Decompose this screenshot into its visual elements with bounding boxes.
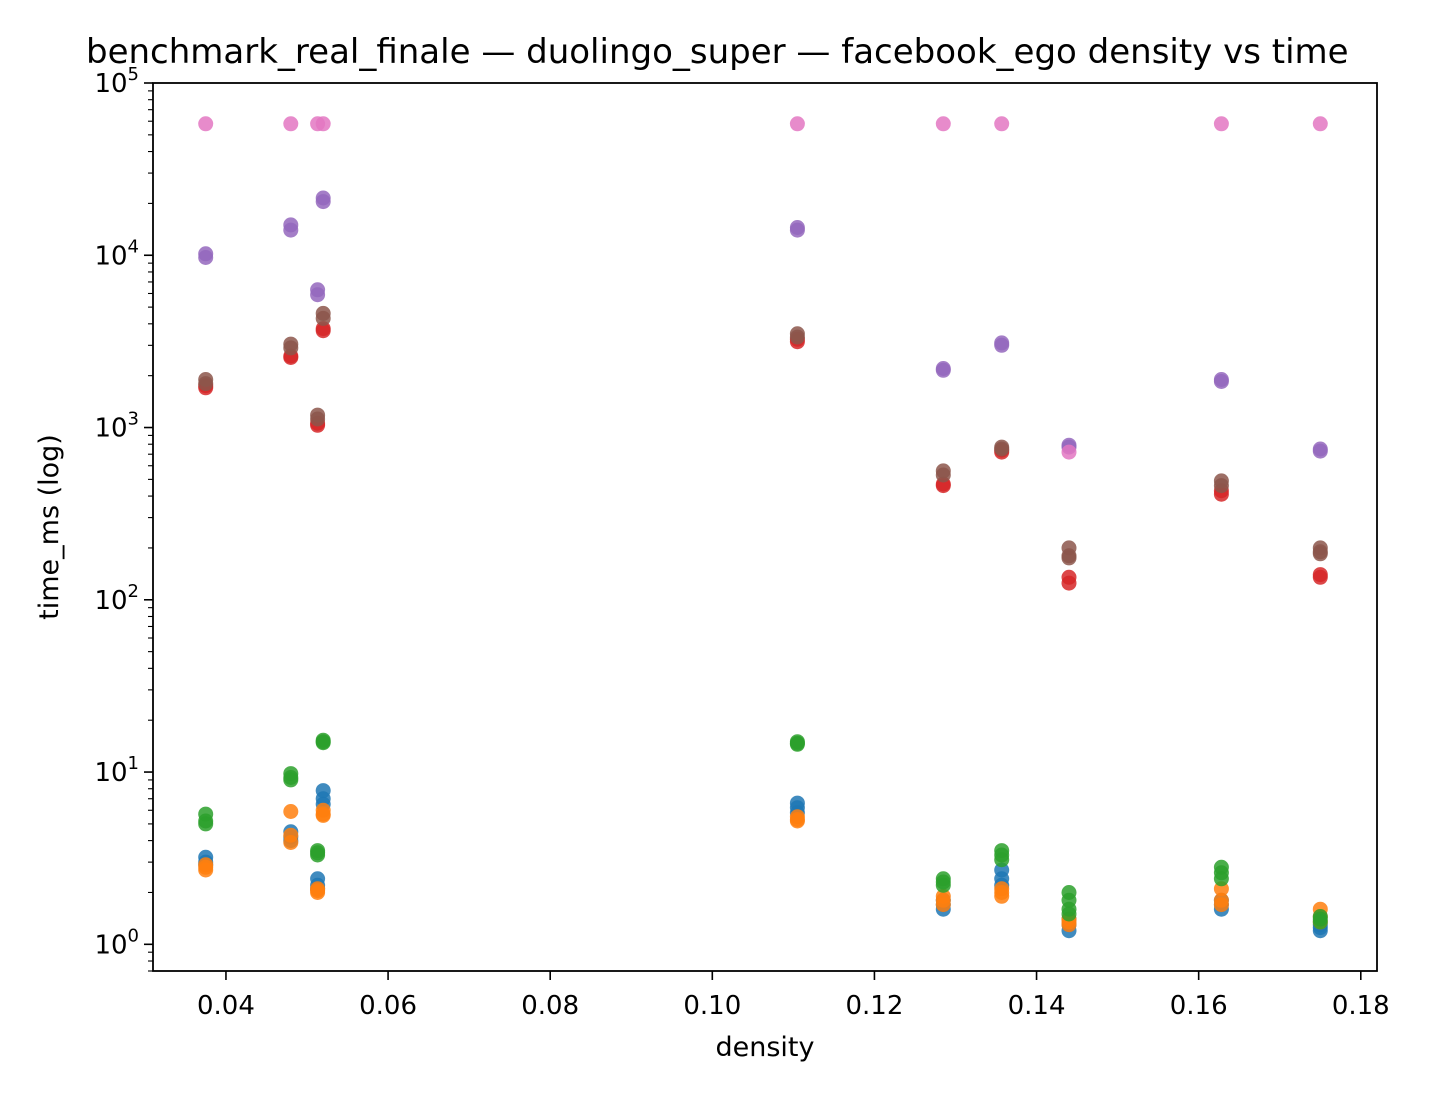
x-tick-label: 0.12 [845,991,903,1021]
data-point [935,467,951,483]
data-point [310,411,326,427]
data-point [1213,871,1229,887]
data-point [1213,374,1229,389]
data-point [935,362,951,378]
data-point [315,310,331,326]
x-tick-label: 0.06 [359,991,417,1021]
y-tick-label: 105 [94,64,139,99]
x-tick-label: 0.18 [1332,991,1390,1021]
x-tick-label: 0.14 [1008,991,1066,1021]
x-tick-label: 0.08 [521,991,579,1021]
data-point [198,857,214,873]
data-point [198,376,214,392]
data-point [789,736,805,752]
y-axis: 100 101 102 103 104 105 [94,64,153,972]
y-axis-label: time_ms (log) [34,434,65,620]
x-axis: 0.04 0.06 0.08 0.10 0.12 0.14 0.16 0.18 [197,971,1390,1021]
data-point [198,250,214,265]
y-tick-label: 103 [94,409,139,444]
y-tick-label: 101 [94,753,139,788]
data-point [935,877,951,893]
data-point [1061,906,1077,922]
data-point [283,116,299,132]
data-point [310,885,326,900]
x-tick-label: 0.04 [197,991,255,1021]
data-point [283,835,299,850]
data-point [315,807,331,823]
data-point [1312,914,1328,930]
data-point [310,287,326,303]
x-tick-label: 0.10 [683,991,741,1021]
data-point [789,116,805,132]
data-point [1213,897,1229,913]
data-point [283,340,299,356]
data-point [994,337,1010,353]
x-axis-label: density [716,1032,815,1063]
data-point [315,116,331,132]
data-point [198,816,214,832]
data-point [994,441,1010,457]
data-point [1312,567,1328,583]
data-point [310,847,326,863]
data-point [283,804,299,819]
data-point [994,116,1010,132]
data-point [935,116,951,132]
data-point [789,329,805,345]
y-tick-label: 102 [94,581,139,616]
data-point [1213,116,1229,132]
data-point [198,116,214,132]
data-point [283,772,299,788]
x-tick-label: 0.16 [1170,991,1228,1021]
data-point [935,897,951,913]
data-point [1061,550,1077,566]
y-tick-label: 100 [94,925,139,960]
data-point [789,222,805,238]
data-point [994,852,1010,868]
data-point [1213,478,1229,494]
data-point [1312,116,1328,132]
data-point [1312,443,1328,459]
data-point [1312,546,1328,562]
data-points [198,116,1328,939]
data-point [315,194,331,210]
data-point [1061,444,1077,460]
data-point [994,888,1010,904]
data-point [1061,569,1077,585]
data-point [315,735,331,751]
chart-title: benchmark_real_finale — duolingo_super —… [86,32,1349,72]
y-tick-label: 104 [94,236,139,271]
data-point [789,812,805,827]
data-point [283,222,299,238]
plot-frame [152,82,1378,972]
